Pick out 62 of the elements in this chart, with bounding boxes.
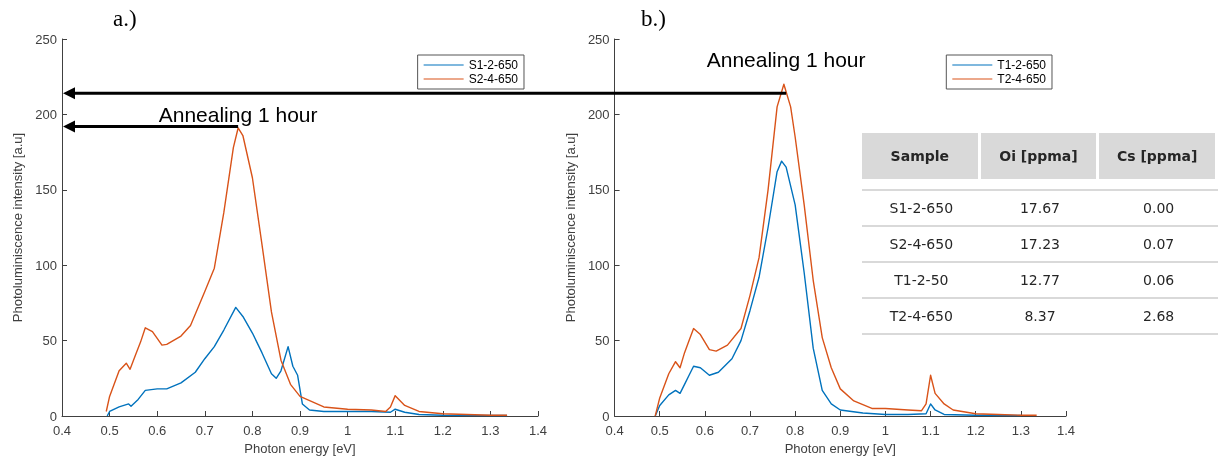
x-tick-label: 1.1	[921, 423, 940, 438]
y-tick-label: 150	[587, 182, 610, 198]
annotation: 17.23	[980, 225, 1100, 261]
legend-label: T1-2-650	[997, 58, 1047, 72]
text: 0.06	[1099, 261, 1218, 297]
legend-label: S1-2-650	[468, 58, 519, 72]
x-tick-label: 1.4	[1056, 423, 1076, 438]
annotation: S2-4-650	[862, 225, 981, 261]
x-tick-label: 1.1	[386, 423, 405, 438]
category-label: Cs [ppma]	[1099, 133, 1215, 179]
legend-label: T2-4-650	[997, 72, 1047, 86]
annotation: 17.67	[980, 189, 1100, 225]
text: 2.68	[1099, 297, 1218, 333]
chart-title: a.)	[113, 6, 137, 31]
annotation: Annealing 1 hour	[158, 103, 318, 127]
x-tick-label: 0.6	[695, 423, 714, 438]
x-tick-label: 0.4	[52, 423, 72, 438]
y-tick-label: 250	[35, 31, 57, 47]
y-tick-label: 100	[35, 257, 57, 273]
category-label: Sample	[862, 133, 978, 179]
x-tick-label: 1.4	[528, 423, 548, 438]
x-tick-label: 0.4	[605, 423, 624, 438]
x-tick-label: 0.8	[243, 423, 262, 438]
x-tick-label: 0.9	[831, 423, 850, 438]
y-tick-label: 100	[587, 257, 610, 273]
x-tick-label: 0.5	[650, 423, 669, 438]
y-tick-label: 0	[49, 408, 57, 424]
annotation: S1-2-650	[862, 189, 981, 225]
annotation: 12.77	[980, 261, 1100, 297]
y-tick-label: 200	[35, 106, 57, 122]
x-tick-label: 0.6	[148, 423, 167, 438]
line-series	[105, 127, 508, 416]
x-tick-label: 1.2	[433, 423, 452, 438]
y-tick-label: 150	[35, 182, 57, 198]
x-tick-label: 0.9	[290, 423, 310, 438]
chart-title: b.)	[641, 6, 666, 31]
x-tick-label: 0.7	[195, 423, 214, 438]
legend-label: S2-4-650	[468, 72, 519, 86]
x-tick-label: 1.2	[966, 423, 985, 438]
x-axis-title: Photon energy [eV]	[244, 441, 356, 456]
annotation: T1-2-50	[862, 261, 981, 297]
y-axis-title: Photoluminiscence intensity [a.u]	[10, 132, 26, 323]
x-axis-title: Photon energy [eV]	[784, 441, 896, 456]
annotation: T2-4-650	[862, 297, 981, 333]
category-label: Oi [ppma]	[980, 133, 1097, 179]
text: 0.00	[1099, 189, 1218, 225]
y-tick-label: 50	[42, 333, 57, 349]
annotation: Annealing 1 hour	[706, 48, 866, 72]
text: 0.07	[1099, 225, 1218, 261]
y-tick-label: 50	[595, 333, 610, 349]
annotation: 8.37	[980, 297, 1100, 333]
x-tick-label: 1	[881, 423, 890, 438]
x-tick-label: 0.7	[740, 423, 760, 438]
y-tick-label: 200	[587, 106, 610, 122]
x-tick-label: 0.8	[786, 423, 805, 438]
x-tick-label: 1.3	[481, 423, 500, 438]
x-tick-label: 1	[343, 423, 352, 438]
y-tick-label: 250	[587, 31, 610, 47]
y-axis-title: Photoluminiscence intensity [a.u]	[563, 132, 578, 323]
x-tick-label: 0.5	[100, 423, 119, 438]
x-tick-label: 1.3	[1011, 423, 1030, 438]
y-tick-label: 0	[602, 408, 610, 424]
